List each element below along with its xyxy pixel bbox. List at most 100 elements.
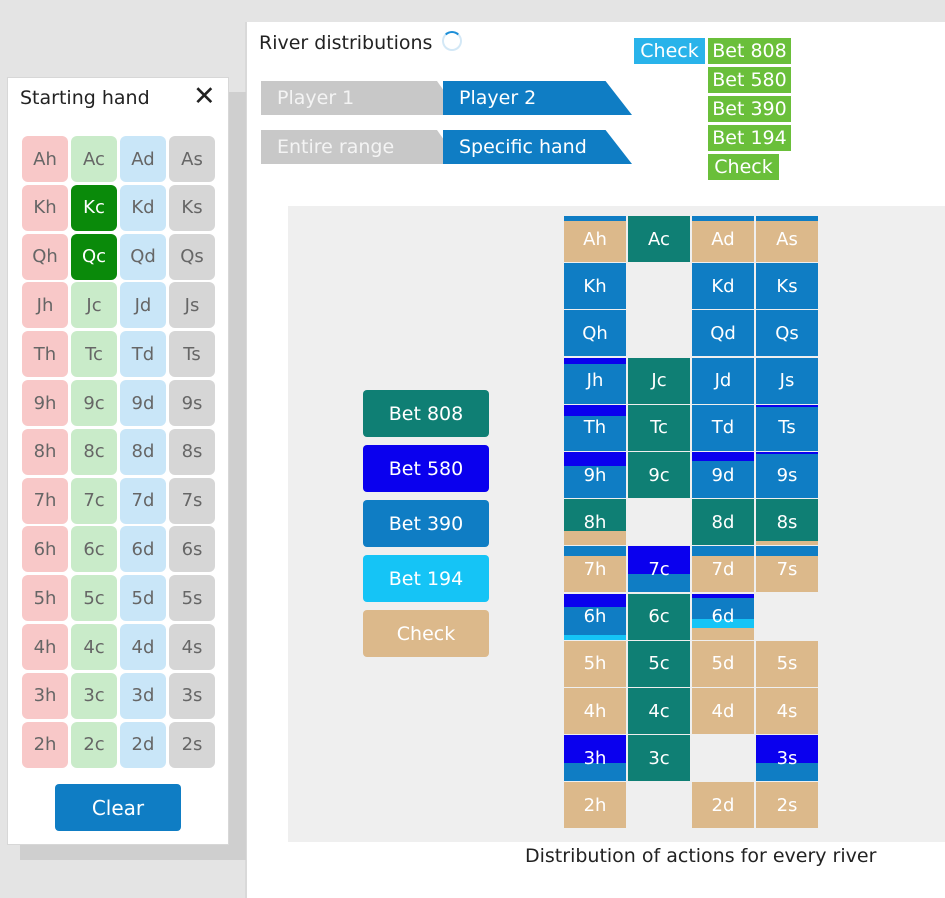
river-cell-9s[interactable]: 9s bbox=[756, 452, 818, 498]
card-9d[interactable]: 9d bbox=[120, 380, 166, 426]
card-Qd[interactable]: Qd bbox=[120, 233, 166, 280]
river-cell-5c[interactable]: 5c bbox=[628, 640, 690, 687]
card-9s[interactable]: 9s bbox=[169, 380, 215, 426]
card-Jh[interactable]: Jh bbox=[22, 282, 68, 329]
tree-node-check[interactable]: Check bbox=[708, 154, 779, 180]
card-4h[interactable]: 4h bbox=[22, 624, 68, 670]
tab-specific-hand[interactable]: Specific hand bbox=[443, 130, 632, 164]
card-4d[interactable]: 4d bbox=[120, 624, 166, 670]
river-cell-2s[interactable]: 2s bbox=[756, 782, 818, 829]
card-2h[interactable]: 2h bbox=[22, 721, 68, 768]
tree-node-bet-390[interactable]: Bet 390 bbox=[708, 96, 791, 122]
tab-player-2[interactable]: Player 2 bbox=[443, 81, 632, 115]
river-cell-Tc[interactable]: Tc bbox=[628, 404, 690, 451]
card-3h[interactable]: 3h bbox=[22, 672, 68, 719]
card-Tc[interactable]: Tc bbox=[71, 331, 117, 378]
river-cell-4h[interactable]: 4h bbox=[564, 688, 626, 734]
river-cell-Ac[interactable]: Ac bbox=[628, 216, 690, 262]
action-button-bet808[interactable]: Bet 808 bbox=[363, 390, 489, 437]
close-icon[interactable]: ✕ bbox=[193, 81, 216, 112]
card-Jc[interactable]: Jc bbox=[71, 282, 117, 329]
tree-node-bet-580[interactable]: Bet 580 bbox=[708, 67, 791, 93]
card-4s[interactable]: 4s bbox=[169, 624, 215, 670]
river-cell-9h[interactable]: 9h bbox=[564, 452, 626, 498]
card-3s[interactable]: 3s bbox=[169, 672, 215, 719]
card-3d[interactable]: 3d bbox=[120, 672, 166, 719]
card-8s[interactable]: 8s bbox=[169, 428, 215, 475]
river-cell-9c[interactable]: 9c bbox=[628, 452, 690, 498]
river-cell-9d[interactable]: 9d bbox=[692, 452, 754, 498]
river-cell-8h[interactable]: 8h bbox=[564, 499, 626, 546]
river-cell-4c[interactable]: 4c bbox=[628, 688, 690, 734]
river-cell-3c[interactable]: 3c bbox=[628, 735, 690, 782]
card-7c[interactable]: 7c bbox=[71, 477, 117, 524]
card-Ah[interactable]: Ah bbox=[22, 136, 68, 182]
card-Js[interactable]: Js bbox=[169, 282, 215, 329]
river-cell-Jd[interactable]: Jd bbox=[692, 357, 754, 404]
river-cell-5h[interactable]: 5h bbox=[564, 640, 626, 687]
tab-player-1[interactable]: Player 1 bbox=[261, 81, 461, 115]
tab-entire-range[interactable]: Entire range bbox=[261, 130, 461, 164]
card-5c[interactable]: 5c bbox=[71, 575, 117, 622]
card-As[interactable]: As bbox=[169, 136, 215, 182]
card-Ts[interactable]: Ts bbox=[169, 331, 215, 378]
action-button-bet390[interactable]: Bet 390 bbox=[363, 500, 489, 547]
river-cell-Ks[interactable]: Ks bbox=[756, 263, 818, 310]
card-Ac[interactable]: Ac bbox=[71, 136, 117, 182]
river-cell-8s[interactable]: 8s bbox=[756, 499, 818, 546]
river-cell-7s[interactable]: 7s bbox=[756, 546, 818, 593]
river-cell-Td[interactable]: Td bbox=[692, 404, 754, 451]
river-cell-5s[interactable]: 5s bbox=[756, 640, 818, 687]
card-5d[interactable]: 5d bbox=[120, 575, 166, 622]
card-8d[interactable]: 8d bbox=[120, 428, 166, 475]
clear-button[interactable]: Clear bbox=[55, 784, 181, 831]
card-7d[interactable]: 7d bbox=[120, 477, 166, 524]
river-cell-Ts[interactable]: Ts bbox=[756, 404, 818, 451]
river-cell-8d[interactable]: 8d bbox=[692, 499, 754, 546]
card-9h[interactable]: 9h bbox=[22, 380, 68, 426]
action-button-check[interactable]: Check bbox=[363, 610, 489, 657]
action-button-bet580[interactable]: Bet 580 bbox=[363, 445, 489, 492]
river-cell-Js[interactable]: Js bbox=[756, 357, 818, 404]
tree-node-check-root[interactable]: Check bbox=[634, 38, 705, 64]
river-cell-2d[interactable]: 2d bbox=[692, 782, 754, 829]
card-Th[interactable]: Th bbox=[22, 331, 68, 378]
card-2s[interactable]: 2s bbox=[169, 721, 215, 768]
river-cell-7h[interactable]: 7h bbox=[564, 546, 626, 593]
river-cell-5d[interactable]: 5d bbox=[692, 640, 754, 687]
card-3c[interactable]: 3c bbox=[71, 672, 117, 719]
card-2d[interactable]: 2d bbox=[120, 721, 166, 768]
river-cell-Kh[interactable]: Kh bbox=[564, 263, 626, 310]
card-Kh[interactable]: Kh bbox=[22, 184, 68, 231]
river-cell-2h[interactable]: 2h bbox=[564, 782, 626, 829]
river-cell-Ah[interactable]: Ah bbox=[564, 216, 626, 262]
river-cell-7c[interactable]: 7c bbox=[628, 546, 690, 593]
card-2c[interactable]: 2c bbox=[71, 721, 117, 768]
card-Qc[interactable]: Qc bbox=[71, 233, 117, 280]
action-button-bet194[interactable]: Bet 194 bbox=[363, 555, 489, 602]
tree-node-bet-194[interactable]: Bet 194 bbox=[708, 125, 791, 151]
river-cell-4d[interactable]: 4d bbox=[692, 688, 754, 734]
card-Td[interactable]: Td bbox=[120, 331, 166, 378]
river-cell-Ad[interactable]: Ad bbox=[692, 216, 754, 262]
river-cell-6h[interactable]: 6h bbox=[564, 593, 626, 640]
card-6c[interactable]: 6c bbox=[71, 526, 117, 573]
river-cell-3s[interactable]: 3s bbox=[756, 735, 818, 782]
card-8h[interactable]: 8h bbox=[22, 428, 68, 475]
card-7h[interactable]: 7h bbox=[22, 477, 68, 524]
card-8c[interactable]: 8c bbox=[71, 428, 117, 475]
river-cell-Qh[interactable]: Qh bbox=[564, 310, 626, 357]
river-cell-Jc[interactable]: Jc bbox=[628, 357, 690, 404]
card-Ad[interactable]: Ad bbox=[120, 136, 166, 182]
river-cell-Jh[interactable]: Jh bbox=[564, 357, 626, 404]
card-Kc[interactable]: Kc bbox=[71, 184, 117, 231]
river-cell-Kd[interactable]: Kd bbox=[692, 263, 754, 310]
river-cell-As[interactable]: As bbox=[756, 216, 818, 262]
river-cell-4s[interactable]: 4s bbox=[756, 688, 818, 734]
card-Qs[interactable]: Qs bbox=[169, 233, 215, 280]
card-6h[interactable]: 6h bbox=[22, 526, 68, 573]
tree-node-bet-808[interactable]: Bet 808 bbox=[708, 38, 791, 64]
card-Ks[interactable]: Ks bbox=[169, 184, 215, 231]
river-cell-Th[interactable]: Th bbox=[564, 404, 626, 451]
river-cell-Qs[interactable]: Qs bbox=[756, 310, 818, 357]
